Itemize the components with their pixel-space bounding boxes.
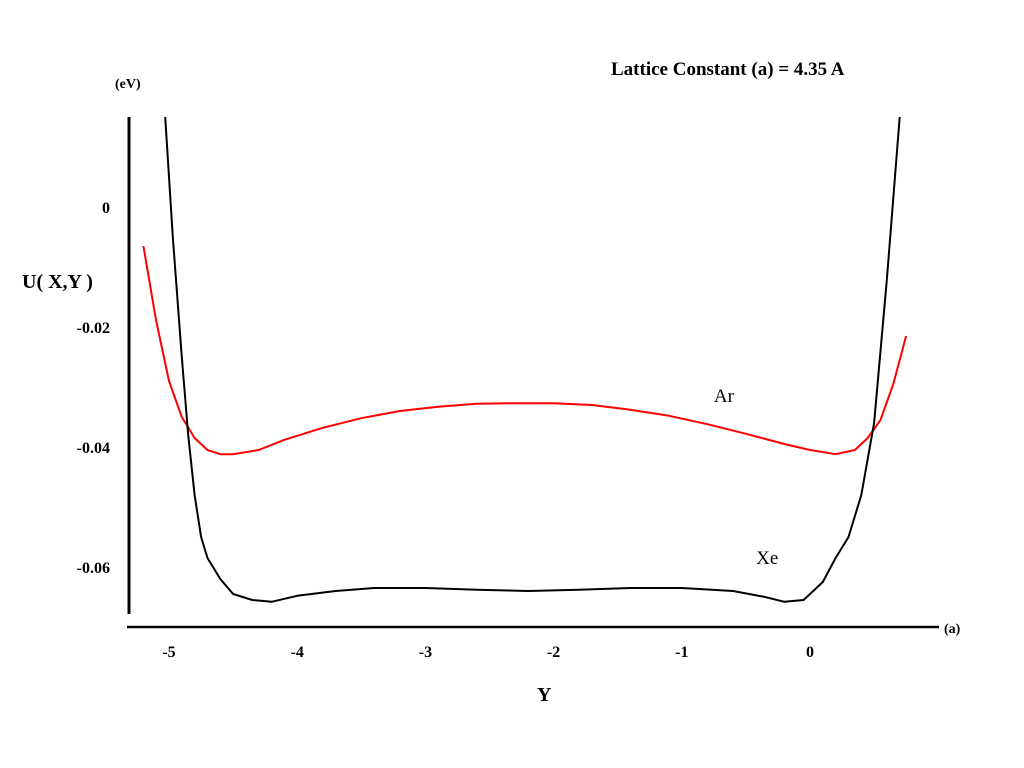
x-tick-label: -1 [675, 644, 688, 661]
series-labels: Ar Xe [714, 386, 778, 569]
series-line-ar [142, 245, 908, 456]
x-unit-label: (a) [944, 622, 961, 637]
y-tick-label: 0 [102, 200, 110, 217]
y-unit-label: (eV) [115, 77, 141, 92]
x-tick-label: -4 [291, 644, 304, 661]
chart-title: Lattice Constant (a) = 4.35 A [611, 59, 845, 80]
x-tick-label: 0 [806, 644, 814, 661]
y-tick-label: -0.04 [77, 440, 110, 457]
x-axis-title: Y [537, 684, 552, 706]
x-tick-label: -2 [547, 644, 560, 661]
series-label-xe: Xe [756, 548, 778, 569]
series-label-ar: Ar [714, 386, 735, 407]
axis-ticks: -5 -4 -3 -2 -1 0 0 -0.02 -0.04 -0.06 [77, 200, 814, 661]
y-tick-label: -0.06 [77, 560, 110, 577]
x-tick-label: -3 [419, 644, 432, 661]
series-layer [142, 116, 908, 603]
y-axis-title: U( X,Y ) [22, 271, 93, 293]
x-tick-label: -5 [162, 644, 175, 661]
y-tick-label: -0.02 [77, 320, 110, 337]
series-line-xe [164, 116, 901, 603]
